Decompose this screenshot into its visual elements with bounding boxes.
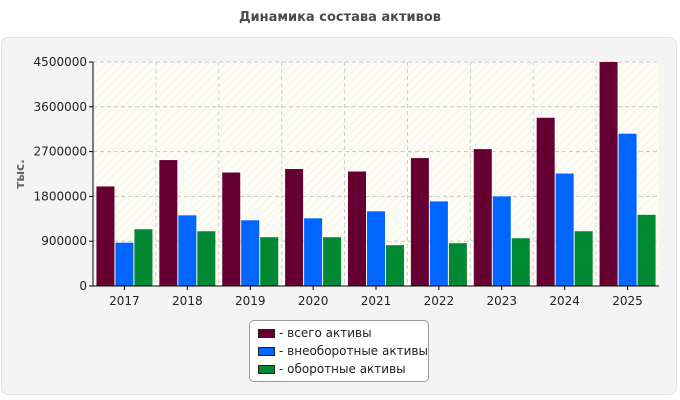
bar xyxy=(536,117,555,286)
legend: - всего активы - внеоборотные активы - обо… xyxy=(249,320,429,382)
bar xyxy=(618,133,637,286)
y-tick-label: 0 xyxy=(79,279,87,293)
y-tick-label: 900000 xyxy=(41,234,87,248)
x-tick-label: 2024 xyxy=(549,294,580,308)
legend-label: - внеоборотные активы xyxy=(279,344,428,358)
x-tick-label: 2020 xyxy=(298,294,329,308)
chart-title: Динамика состава активов xyxy=(238,10,442,25)
bar xyxy=(222,172,241,286)
y-tick-label: 4500000 xyxy=(34,55,87,69)
bar xyxy=(429,201,448,286)
x-tick-label: 2022 xyxy=(424,294,455,308)
bar xyxy=(134,229,153,286)
axes-group: 0 900000 1800000 2700000 3600000 4500000 2017 2… xyxy=(34,55,659,308)
bar xyxy=(473,149,492,286)
legend-item: - всего активы xyxy=(258,324,428,342)
bar xyxy=(448,243,467,286)
bar xyxy=(197,231,216,286)
bar xyxy=(492,196,511,286)
bar xyxy=(304,218,323,286)
x-tick-label: 2023 xyxy=(487,294,518,308)
bar xyxy=(323,237,342,286)
y-tick-label: 3600000 xyxy=(34,100,87,114)
x-tick-label: 2017 xyxy=(109,294,140,308)
legend-item: - оборотные активы xyxy=(258,360,428,378)
bar xyxy=(386,245,404,286)
bar xyxy=(555,173,574,286)
bar xyxy=(260,237,279,286)
legend-swatch xyxy=(258,328,275,338)
x-tick-label: 2025 xyxy=(612,294,643,308)
bar xyxy=(410,158,429,286)
bar xyxy=(637,214,656,286)
bar xyxy=(348,171,366,286)
bar xyxy=(285,169,304,286)
x-tick-label: 2019 xyxy=(235,294,266,308)
bar xyxy=(178,215,197,286)
bar xyxy=(367,211,385,286)
legend-item: - внеоборотные активы xyxy=(258,342,428,360)
bar xyxy=(574,231,593,286)
bar xyxy=(115,242,134,286)
x-tick-label: 2021 xyxy=(361,294,392,308)
bars-group xyxy=(96,62,656,286)
bar xyxy=(96,186,115,286)
legend-label: - всего активы xyxy=(279,326,372,340)
legend-swatch xyxy=(258,346,275,356)
y-tick-label: 2700000 xyxy=(34,145,87,159)
legend-label: - оборотные активы xyxy=(279,362,406,376)
y-tick-label: 1800000 xyxy=(34,189,87,203)
bar xyxy=(511,238,530,286)
legend-swatch xyxy=(258,364,275,374)
bar xyxy=(159,160,178,286)
bar xyxy=(599,62,618,286)
bar xyxy=(241,220,260,286)
y-axis-label: тыс. xyxy=(13,159,27,188)
x-tick-label: 2018 xyxy=(172,294,203,308)
